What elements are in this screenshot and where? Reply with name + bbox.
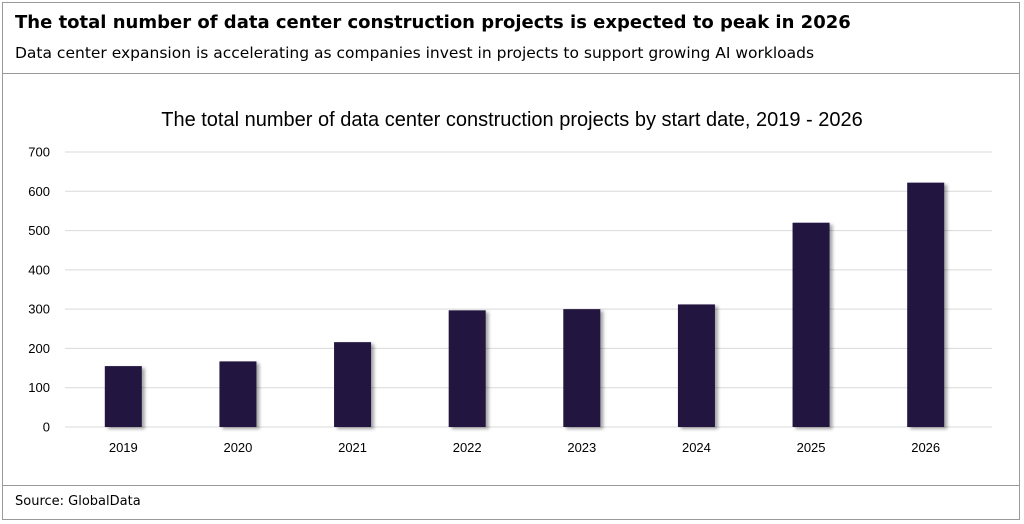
bar-2023 bbox=[563, 309, 601, 427]
footer-divider bbox=[3, 485, 1019, 486]
y-tick-label: 600 bbox=[28, 184, 50, 199]
y-tick-label: 300 bbox=[28, 302, 50, 317]
x-tick-label: 2019 bbox=[109, 440, 138, 455]
subheadline: Data center expansion is accelerating as… bbox=[15, 44, 815, 62]
bar-2026 bbox=[907, 182, 945, 427]
x-tick-label: 2021 bbox=[338, 440, 367, 455]
x-tick-label: 2020 bbox=[223, 440, 252, 455]
header: The total number of data center construc… bbox=[3, 3, 1019, 74]
y-tick-label: 100 bbox=[28, 380, 50, 395]
headline: The total number of data center construc… bbox=[15, 12, 851, 33]
x-tick-label: 2026 bbox=[911, 440, 940, 455]
y-tick-label: 700 bbox=[28, 145, 50, 160]
bar-2021 bbox=[334, 342, 372, 427]
bar-2019 bbox=[104, 366, 142, 427]
x-tick-label: 2022 bbox=[453, 440, 482, 455]
y-tick-label: 400 bbox=[28, 262, 50, 277]
y-tick-label: 0 bbox=[43, 420, 50, 435]
x-tick-label: 2025 bbox=[797, 440, 826, 455]
y-tick-label: 500 bbox=[28, 223, 50, 238]
bar-2022 bbox=[448, 310, 486, 427]
y-tick-label: 200 bbox=[28, 341, 50, 356]
source-note: Source: GlobalData bbox=[15, 494, 141, 509]
bar-2024 bbox=[677, 304, 715, 427]
x-tick-label: 2023 bbox=[567, 440, 596, 455]
bar-2020 bbox=[219, 361, 257, 427]
chart-title: The total number of data center construc… bbox=[161, 109, 863, 131]
bar-2025 bbox=[792, 222, 830, 427]
x-tick-label: 2024 bbox=[682, 440, 711, 455]
